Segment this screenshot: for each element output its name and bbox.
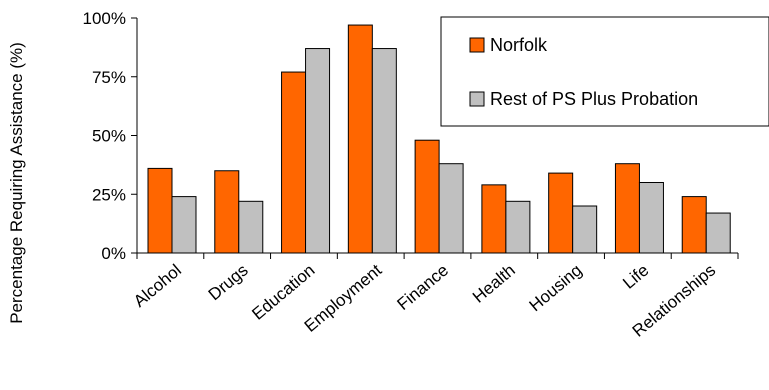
bar-rest-relationships xyxy=(705,212,731,254)
bar-rest-health xyxy=(505,200,531,254)
bar-norfolk-relationships xyxy=(681,196,707,254)
legend-label: Norfolk xyxy=(490,35,548,55)
bar-norfolk-health xyxy=(481,184,507,254)
bar-norfolk-housing xyxy=(548,172,574,254)
legend-swatch xyxy=(469,91,485,107)
bar-norfolk-alcohol xyxy=(147,167,173,254)
bar-rest-drugs xyxy=(238,200,264,254)
bar-norfolk-finance xyxy=(414,139,440,254)
x-category-label: Health xyxy=(469,261,519,307)
bar-norfolk-life xyxy=(614,163,640,254)
x-category-label: Alcohol xyxy=(130,261,185,311)
x-category-label: Housing xyxy=(526,261,586,316)
x-category-label: Finance xyxy=(394,261,453,314)
bar-norfolk-education xyxy=(281,71,307,254)
bar-rest-housing xyxy=(572,205,598,254)
bar-norfolk-drugs xyxy=(214,170,240,254)
y-tick-label: 0% xyxy=(101,244,126,263)
y-tick-label: 100% xyxy=(83,9,126,28)
bar-norfolk-employment xyxy=(347,24,373,254)
x-category-label: Drugs xyxy=(205,261,252,305)
bar-rest-employment xyxy=(371,48,397,254)
y-axis-title: Percentage Requiring Assistance (%) xyxy=(7,42,26,324)
y-tick-label: 75% xyxy=(92,68,126,87)
bar-rest-finance xyxy=(438,163,464,254)
bar-rest-alcohol xyxy=(171,196,197,254)
legend-swatch xyxy=(469,37,485,53)
bar-rest-life xyxy=(638,182,664,254)
y-tick-label: 25% xyxy=(92,185,126,204)
bar-rest-education xyxy=(305,48,331,254)
y-tick-label: 50% xyxy=(92,127,126,146)
legend-box xyxy=(440,16,769,127)
legend-label: Rest of PS Plus Probation xyxy=(490,89,698,109)
x-category-label: Life xyxy=(619,261,652,293)
